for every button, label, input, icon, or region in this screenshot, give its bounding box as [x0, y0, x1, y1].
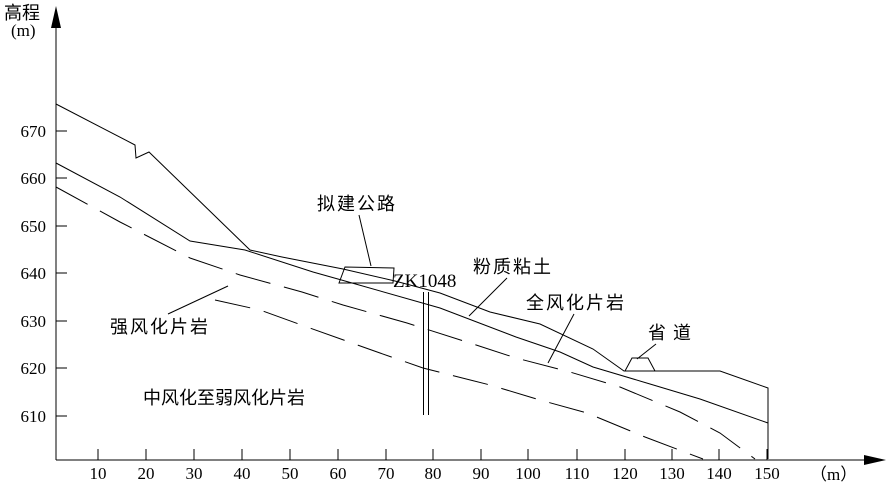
y-tick-label-670: 670	[21, 122, 47, 141]
boundary-strongly-weathered-base-line	[214, 299, 704, 460]
proposed-road-leader-line	[358, 214, 372, 267]
fully-weathered-schist-leader-line	[547, 313, 575, 364]
strongly-weathered-schist-leader-line	[167, 285, 229, 315]
y-tick-label-660: 660	[21, 169, 47, 188]
axes-layer: 高程(m) 670 660 650 640 630 620 610 （m） 10 20 30 40 50 6…	[4, 3, 886, 484]
borehole-layer: ZK1048	[393, 271, 456, 415]
boundary-silty-clay-base-line	[55, 162, 769, 424]
provincial-road-platform	[624, 357, 656, 372]
y-tick-label-620: 620	[21, 359, 47, 378]
y-tick-label-630: 630	[21, 312, 47, 331]
y-axis-arrowhead	[51, 6, 61, 28]
x-tick-label-10: 10	[90, 464, 107, 483]
x-tick-label-50: 50	[282, 464, 299, 483]
label-strongly-weathered-schist: 强风化片岩	[110, 317, 210, 337]
label-provincial-road: 省道	[648, 323, 698, 343]
y-tick-label-650: 650	[21, 217, 47, 236]
x-tick-label-70: 70	[378, 464, 395, 483]
x-tick-label-40: 40	[234, 464, 251, 483]
x-tick-label-30: 30	[186, 464, 203, 483]
boundary-fully-weathered-base-line	[55, 186, 756, 460]
y-axis-title: 高程	[4, 3, 40, 23]
silty-clay-leader-line	[468, 277, 508, 317]
x-tick-label-20: 20	[138, 464, 155, 483]
borehole-label: ZK1048	[393, 271, 456, 292]
x-tick-label-60: 60	[330, 464, 347, 483]
provincial-road-leader-line	[636, 343, 657, 360]
strata-lines-layer	[55, 103, 769, 460]
x-tick-label-110: 110	[565, 464, 590, 483]
ground-surface-line	[55, 103, 769, 459]
x-tick-label-150: 150	[754, 464, 780, 483]
label-fully-weathered-schist: 全风化片岩	[526, 293, 626, 313]
label-proposed-road: 拟建公路	[317, 194, 397, 214]
roads-layer	[338, 266, 656, 372]
x-tick-label-140: 140	[706, 464, 732, 483]
y-tick-label-610: 610	[21, 407, 47, 426]
x-tick-label-90: 90	[473, 464, 490, 483]
x-tick-label-80: 80	[425, 464, 442, 483]
x-tick-label-120: 120	[612, 464, 638, 483]
x-tick-label-130: 130	[659, 464, 685, 483]
x-axis-unit: （m）	[810, 465, 857, 484]
x-axis-arrowhead	[864, 455, 886, 465]
y-axis-unit: (m)	[11, 21, 36, 40]
y-tick-label-640: 640	[21, 264, 47, 283]
x-tick-label-100: 100	[515, 464, 541, 483]
label-silty-clay: 粉质粘土	[473, 257, 553, 277]
proposed-road-platform	[338, 266, 395, 284]
label-moderate-weak-weathered-schist: 中风化至弱风化片岩	[143, 388, 305, 408]
